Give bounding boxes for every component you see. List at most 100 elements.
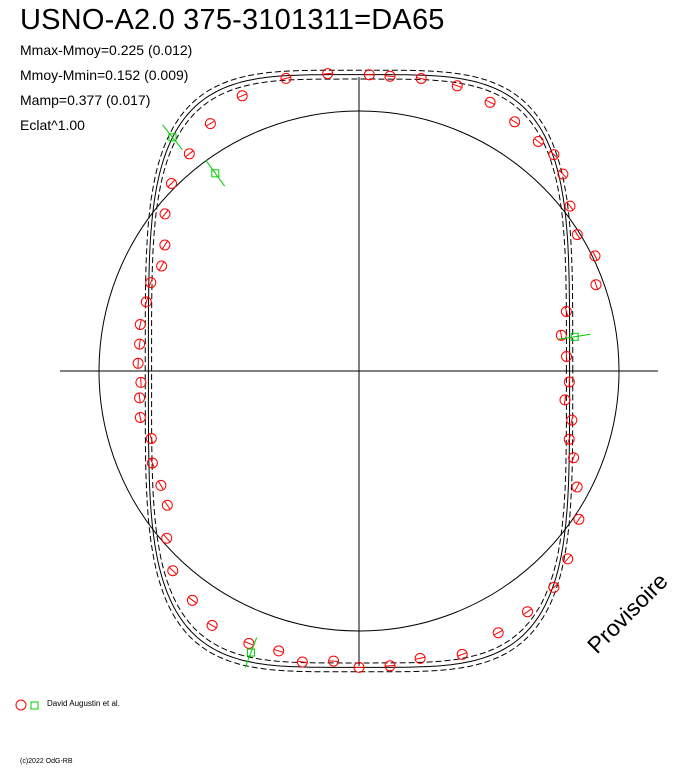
observation-point [166, 178, 177, 189]
observation-error-bar [149, 458, 155, 468]
observation-error-bar [140, 377, 142, 388]
observation-error-bar [158, 261, 165, 271]
observation-point [206, 619, 218, 631]
observation-point [559, 394, 571, 406]
minima-points [162, 124, 591, 668]
legend-label: David Augustin et al. [47, 699, 120, 708]
observation-point [571, 481, 583, 493]
observation-point [273, 645, 285, 657]
observation-point [296, 656, 308, 668]
minimum-tick [162, 124, 183, 151]
observation-error-bar [452, 83, 463, 88]
chart-title: USNO-A2.0 375-3101311=DA65 [20, 4, 445, 36]
legend-circle-icon [15, 699, 27, 711]
stat-mmax-mmoy: Mmax-Mmoy=0.225 (0.012) [20, 42, 193, 58]
observation-point [155, 479, 167, 491]
observation-point [568, 452, 580, 464]
observation-error-bar [384, 664, 396, 667]
observation-error-bar [415, 656, 426, 660]
observation-point [509, 116, 521, 128]
observation-point [484, 96, 496, 108]
copyright: (c)2022 OdG-RB [20, 758, 73, 765]
observation-error-bar [523, 608, 532, 615]
observation-point [590, 279, 602, 291]
observation-point [456, 648, 468, 660]
observation-point [134, 338, 146, 350]
observation-error-bar [568, 376, 571, 388]
minimum-tick [558, 333, 591, 340]
observation-error-bar [457, 652, 468, 657]
observation-point [414, 652, 426, 664]
observation-error-bar [574, 230, 581, 240]
observation-error-bar [567, 434, 572, 445]
observation-error-bar [138, 412, 142, 423]
observation-error-bar [244, 641, 254, 646]
observation-error-bar [533, 138, 543, 145]
observation-error-bar [144, 296, 149, 307]
observation-error-bar [138, 392, 141, 403]
observation-point [548, 581, 560, 593]
minimum-point [570, 332, 579, 341]
observation-error-bar [207, 622, 217, 629]
stat-eclat: Eclat^1.00 [20, 117, 85, 133]
curve-upper [144, 69, 574, 673]
observation-point [167, 565, 179, 577]
observation-error-bar [563, 394, 567, 405]
observation-point [236, 90, 248, 102]
observation-point [571, 229, 583, 241]
observation-error-bar [565, 351, 568, 362]
curve-mean [147, 74, 571, 668]
minimum-point [168, 133, 177, 142]
observation-error-bar [297, 660, 308, 664]
observation-point [134, 392, 146, 404]
observation-error-bar [563, 554, 572, 563]
observation-point [573, 513, 585, 525]
observation-point [145, 277, 157, 289]
observation-point [134, 319, 146, 330]
observation-error-bar [549, 583, 558, 592]
curve-lower [151, 78, 567, 664]
observation-point [451, 80, 463, 92]
observation-error-bar [163, 534, 171, 543]
observation-error-bar [164, 500, 171, 510]
observation-point [183, 148, 195, 160]
observation-points [132, 68, 602, 673]
minimum-tick [205, 160, 226, 187]
observation-error-bar [575, 514, 583, 524]
legend-markers [15, 699, 39, 711]
observation-point [492, 627, 504, 639]
observation-point [589, 250, 601, 262]
observation-error-bar [149, 433, 154, 444]
observation-point [204, 118, 216, 130]
observation-error-bar [593, 279, 599, 290]
stat-mamp: Mamp=0.377 (0.017) [20, 92, 151, 108]
observation-error-bar [205, 120, 215, 127]
minimum-point [211, 169, 220, 178]
observation-point [562, 553, 574, 565]
observation-error-bar [384, 75, 396, 78]
minimum-tick [244, 637, 258, 668]
observation-error-bar [281, 76, 292, 81]
observation-error-bar [167, 179, 176, 188]
observation-point [159, 239, 171, 251]
observation-error-bar [328, 660, 339, 662]
reference-circle [98, 110, 620, 632]
observation-point [145, 433, 157, 444]
observation-error-bar [168, 566, 177, 575]
observation-point [555, 329, 567, 341]
observation-point [146, 457, 158, 469]
observation-point [548, 149, 560, 161]
observation-error-bar [416, 77, 427, 81]
legend-square-icon [30, 701, 39, 710]
observation-error-bar [138, 319, 142, 330]
observation-error-bar [161, 240, 169, 250]
observation-point [280, 72, 292, 84]
observation-error-bar [559, 170, 567, 179]
observation-error-bar [237, 93, 247, 99]
observation-point [557, 168, 569, 180]
observation-point [243, 637, 255, 649]
observation-point [560, 306, 572, 317]
observation-point [156, 260, 168, 272]
observation-error-bar [571, 452, 576, 463]
observation-error-bar [161, 209, 169, 219]
